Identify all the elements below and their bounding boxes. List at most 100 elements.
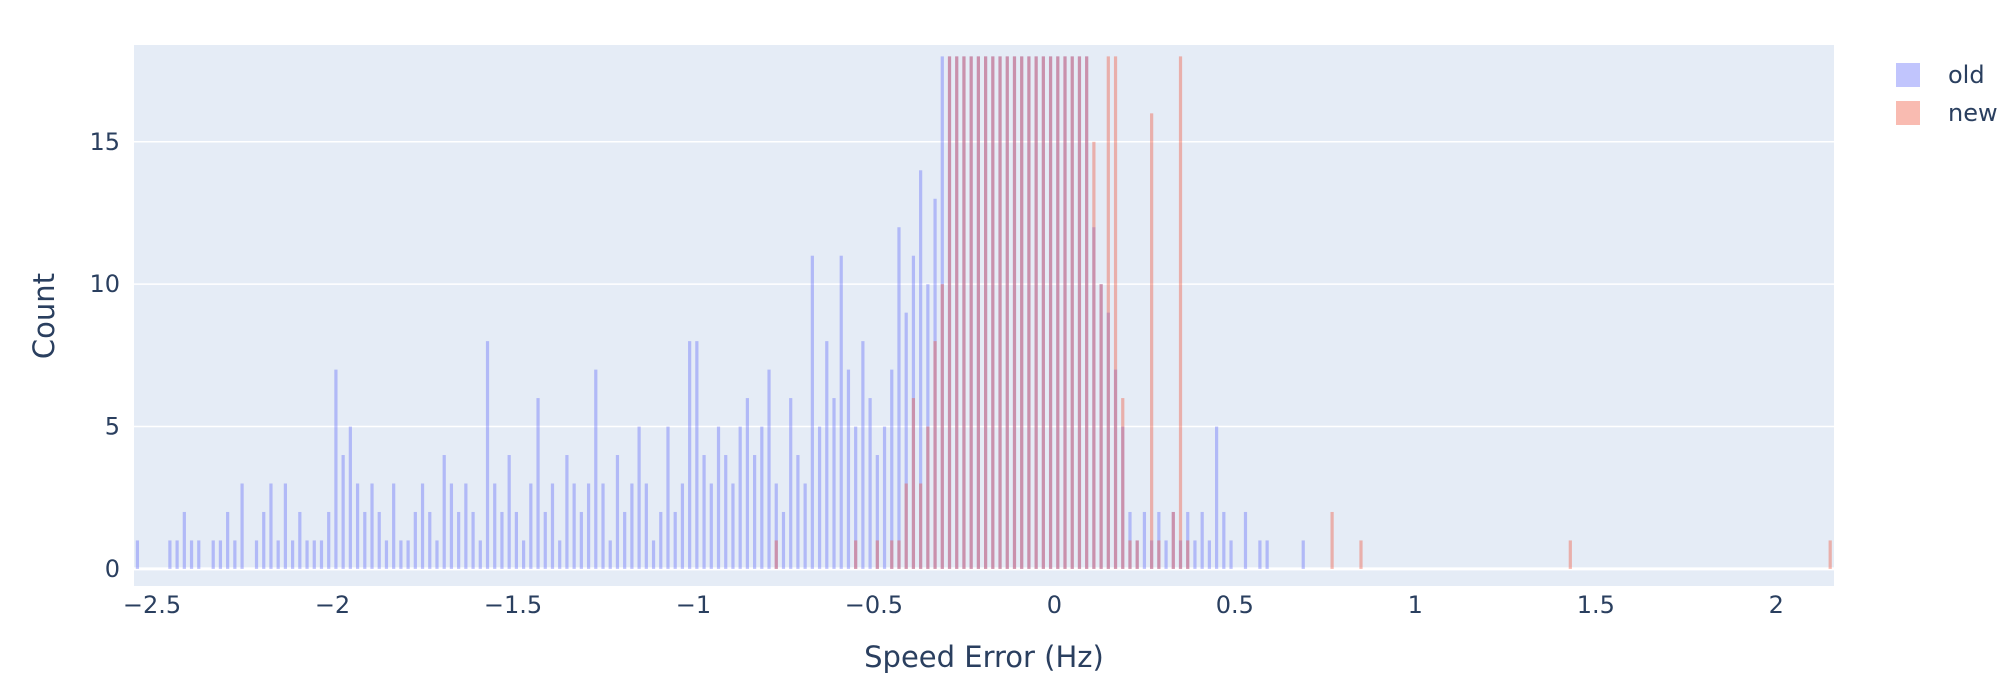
legend-label-new: new (1948, 99, 1998, 127)
histogram-bar-old (420, 483, 425, 569)
histogram-bar-old (976, 56, 980, 569)
histogram-bar-old (1222, 511, 1226, 569)
histogram-bar-old (312, 540, 316, 569)
x-tick-label: −0.5 (845, 591, 903, 619)
histogram-bar-old (1106, 312, 1110, 569)
x-axis-ticks: −2.5 −2 −1.5 −1 −0.5 0 0.5 1 1.5 2 (123, 591, 1784, 619)
histogram-bar-old (298, 511, 302, 569)
histogram-bar-old (1128, 511, 1132, 569)
histogram-bar-old (933, 198, 937, 569)
histogram-bar-old (962, 56, 966, 569)
histogram-bar-old (319, 540, 324, 569)
histogram-bar-old (1214, 426, 1219, 569)
histogram-bar-old (1157, 511, 1161, 569)
legend-swatch-old (1896, 63, 1920, 87)
histogram-bar-old (608, 540, 612, 569)
histogram-bar-old (478, 540, 482, 569)
histogram-bar-old (291, 540, 295, 569)
histogram-bar-old (550, 483, 555, 569)
histogram-bar-old (168, 540, 172, 569)
histogram-bar-old (218, 540, 223, 569)
histogram-bar-old (471, 511, 475, 569)
legend-item-old[interactable]: old (1896, 61, 1985, 89)
histogram-bar-new (940, 284, 944, 569)
histogram-bar-old (955, 56, 959, 569)
histogram-bar-old (413, 511, 417, 569)
histogram-bar-old (1070, 56, 1074, 569)
histogram-bar-old (760, 426, 764, 569)
plot-background (134, 45, 1834, 586)
histogram-bar-new (1150, 113, 1154, 569)
histogram-bar-old (327, 511, 331, 569)
histogram-bar-old (226, 511, 230, 569)
legend-label-old: old (1948, 61, 1985, 89)
histogram-bar-old (1142, 511, 1147, 569)
histogram-bar-new (962, 56, 966, 569)
histogram-bar-new (1070, 56, 1074, 569)
histogram-bar-old (1027, 56, 1031, 569)
legend-swatch-new (1896, 101, 1920, 125)
histogram-bar-old (262, 511, 266, 569)
histogram-bar-old (1005, 56, 1009, 569)
histogram-bar-new (919, 483, 923, 569)
histogram-bar-old (449, 483, 454, 569)
histogram-bar-old (688, 341, 692, 569)
histogram-bar-old (377, 511, 381, 569)
histogram-bar-old (579, 511, 583, 569)
histogram-bar-old (1113, 369, 1118, 569)
histogram-bar-old (594, 369, 598, 569)
histogram-bar-old (774, 483, 778, 569)
histogram-bar-old (493, 483, 497, 569)
histogram-bar-new (911, 398, 916, 569)
histogram-bar-old (1200, 511, 1204, 569)
histogram-bar-old (875, 455, 879, 569)
histogram-bar-old (1243, 511, 1248, 569)
histogram-bar-old (399, 540, 403, 569)
histogram-bar-old (442, 455, 446, 569)
histogram-bar-old (1121, 426, 1125, 569)
histogram-bar-old (1048, 56, 1053, 569)
histogram-bar-old (890, 369, 894, 569)
histogram-bar-old (897, 227, 901, 569)
histogram-bar-old (846, 369, 851, 569)
histogram-bar-old (1020, 56, 1024, 569)
histogram-bar-old (348, 426, 352, 569)
histogram-bar-old (1077, 56, 1082, 569)
histogram-bar-old (536, 398, 540, 569)
histogram-bar-new (1085, 56, 1089, 569)
histogram-bar-old (991, 56, 995, 569)
histogram-bar-old (1092, 227, 1096, 569)
histogram-bar-new (1077, 56, 1082, 569)
histogram-bar-old (753, 455, 757, 569)
histogram-bar-old (882, 426, 887, 569)
histogram-bar-old (767, 369, 771, 569)
histogram-bar-old (1164, 540, 1168, 569)
histogram-bar-old (565, 455, 569, 569)
histogram-bar-old (1186, 511, 1190, 569)
histogram-bar-new (1027, 56, 1031, 569)
histogram-bar-old (738, 426, 742, 569)
histogram-bar-old (716, 426, 721, 569)
histogram-bar-old (861, 341, 865, 569)
histogram-bar-old (233, 540, 237, 569)
histogram-bar-old (1085, 56, 1089, 569)
histogram-bar-old (240, 483, 244, 569)
legend-item-new[interactable]: new (1896, 99, 1998, 127)
histogram-bar-new (933, 341, 937, 569)
legend[interactable]: old new (1896, 61, 1998, 127)
x-tick-label: −1.5 (484, 591, 542, 619)
y-tick-label: 0 (105, 555, 120, 583)
histogram-bar-old (796, 455, 800, 569)
histogram-bar-old (1258, 540, 1262, 569)
x-tick-label: 1 (1408, 591, 1423, 619)
histogram-bar-old (673, 511, 677, 569)
histogram-bar-old (1063, 56, 1067, 569)
histogram-bar-old (457, 511, 461, 569)
histogram-bar-old (276, 540, 280, 569)
x-tick-label: 0.5 (1216, 591, 1254, 619)
histogram-bar-old (355, 483, 360, 569)
x-tick-label: 1.5 (1577, 591, 1615, 619)
histogram-bar-old (1229, 540, 1233, 569)
histogram-bar-new (1828, 540, 1832, 569)
